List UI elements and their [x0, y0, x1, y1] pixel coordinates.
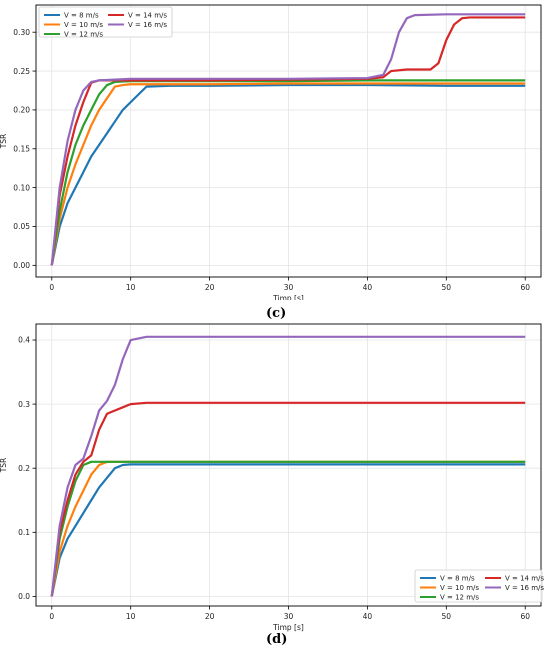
- x-tick-label: 40: [363, 283, 373, 292]
- panel-label-d: (d): [266, 632, 288, 647]
- x-tick-label: 20: [205, 283, 215, 292]
- y-tick-label: 0.1: [18, 528, 30, 537]
- legend-label-5: V = 16 m/s: [505, 584, 544, 592]
- x-axis-label: Timp [s]: [272, 623, 304, 632]
- y-tick-label: 0.3: [18, 400, 30, 409]
- y-tick-label: 0.0: [18, 592, 30, 601]
- legend: V = 8 m/sV = 10 m/s V = 12 m/s V = 14 m/sV…: [38, 6, 173, 39]
- x-tick-label: 40: [363, 612, 373, 621]
- series-line-5: [50, 335, 526, 597]
- panel-label-c: (c): [266, 306, 287, 321]
- x-tick-label: 30: [284, 612, 294, 621]
- legend-label-4: V = 14 m/s: [128, 12, 167, 20]
- legend-label-1: V = 8 m/s: [440, 575, 475, 583]
- x-tick-label: 60: [520, 283, 530, 292]
- x-tick-label: 10: [126, 612, 136, 621]
- y-tick-label: 0.15: [13, 144, 30, 153]
- x-tick-label: 20: [205, 612, 215, 621]
- series-line-3: [50, 79, 526, 266]
- y-axis-label: TSR: [0, 458, 8, 474]
- legend-label-5: V = 16 m/s: [128, 21, 167, 29]
- series-line-1: [50, 463, 526, 597]
- x-tick-label: 0: [49, 612, 54, 621]
- legend-label-2: V = 10 m/s: [64, 21, 103, 29]
- y-tick-label: 0.10: [13, 183, 30, 192]
- x-tick-label: 50: [442, 283, 452, 292]
- legend-label-3: V = 12 m/s: [64, 31, 103, 39]
- chart-d: 0 10 20 30 40 50 60 0.0 0.1 0.2 0.3 0.4 Timp [s] TSR V…: [0, 323, 544, 632]
- y-tick-label: 0.30: [13, 28, 30, 37]
- series-line-2: [50, 82, 526, 266]
- legend-label-3: V = 12 m/s: [440, 594, 479, 602]
- y-tick-label: 0.2: [18, 464, 30, 473]
- legend: V = 8 m/sV = 10 m/s V = 12 m/s V = 14 m/sV…: [414, 569, 544, 603]
- x-tick-label: 30: [284, 283, 294, 292]
- chart-c: 0 10 20 30 40 50 60 0.00 0.05 0.10 0.15 0.20 0.25 0.3…: [0, 4, 542, 300]
- legend-box: [414, 569, 543, 603]
- legend-label-4: V = 14 m/s: [505, 575, 544, 583]
- x-tick-label: 10: [126, 283, 136, 292]
- y-tick-label: 0.4: [18, 336, 30, 345]
- series-line-1: [50, 83, 526, 266]
- series-line-3: [50, 460, 526, 597]
- series-line-5: [50, 13, 526, 266]
- x-axis-label: Timp [s]: [272, 294, 304, 300]
- legend-label-1: V = 8 m/s: [64, 12, 99, 20]
- y-tick-label: 0.20: [13, 106, 30, 115]
- series-line-4: [50, 401, 526, 597]
- x-tick-label: 0: [49, 283, 54, 292]
- y-tick-label: 0.00: [13, 261, 30, 270]
- legend-label-2: V = 10 m/s: [440, 584, 479, 592]
- x-tick-label: 60: [520, 612, 530, 621]
- x-tick-label: 50: [442, 612, 452, 621]
- legend-box: [38, 6, 173, 38]
- y-axis-label: TSR: [0, 134, 8, 150]
- series-line-4: [50, 16, 526, 266]
- y-tick-label: 0.25: [13, 67, 30, 76]
- y-tick-label: 0.05: [13, 222, 30, 231]
